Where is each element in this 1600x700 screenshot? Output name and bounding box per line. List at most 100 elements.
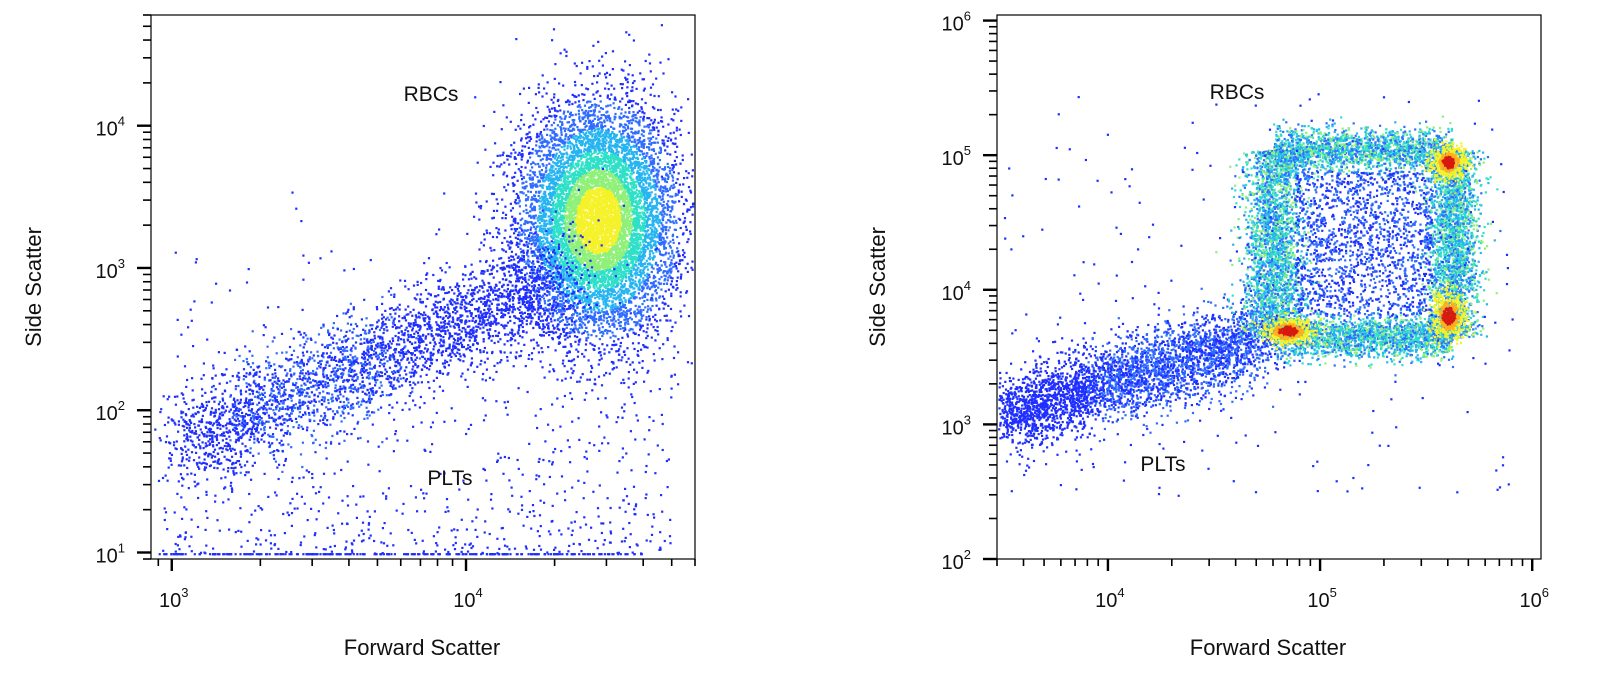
left-event-dot [545,166,548,169]
left-event-dot [601,240,604,243]
left-event-dot [616,278,619,281]
left-event-dot [617,321,620,325]
left-event-dot [657,333,660,336]
left-event-dot [629,204,632,207]
left-event-dot [667,58,670,61]
left-event-dot [687,186,691,189]
left-event-dot [543,173,546,176]
left-event-dot [554,115,557,118]
left-event-dot [514,219,517,222]
left-event-dot [590,295,594,298]
left-event-dot [523,185,526,189]
left-event-dot [618,259,622,262]
left-event-dot [524,204,528,207]
left-event-dot [645,223,649,226]
left-event-dot [648,62,652,65]
left-event-dot [617,160,620,163]
left-event-dot [616,257,619,260]
left-event-dot [666,206,669,210]
left-event-dot [579,106,582,109]
left-event-dot [624,111,627,114]
left-event-dot [565,161,568,164]
left-event-dot [590,311,593,314]
left-event-dot [588,127,591,130]
left-event-dot [617,183,621,186]
left-event-dot [520,171,523,174]
left-event-dot [616,189,620,192]
left-event-dot [577,256,580,259]
left-event-dot [576,311,579,315]
left-event-dot [644,236,647,239]
left-event-dot [678,128,681,131]
left-event-dot [670,294,673,298]
left-event-dot [664,290,667,293]
left-event-dot [659,238,663,241]
left-event-dot [644,207,648,210]
left-event-dot [671,208,674,211]
left-event-dot [618,218,621,221]
left-event-dot [576,306,579,309]
left-event-dot [586,283,589,287]
left-event-dot [578,117,581,120]
left-event-dot [500,128,503,131]
left-event-dot [643,206,646,209]
left-event-dot [667,252,670,255]
left-event-dot [566,153,569,156]
left-event-dot [601,137,604,140]
left-event-dot [537,304,540,307]
left-event-dot [655,299,658,302]
left-event-dot [654,197,657,200]
left-event-dot [500,163,503,166]
left-event-dot [653,359,656,362]
left-event-dot [674,219,677,222]
left-event-dot [625,153,628,156]
left-event-dot [589,272,592,275]
left-event-dot [572,122,575,125]
left-event-dot [561,154,564,157]
left-event-dot [622,132,625,135]
left-event-dot [629,181,632,185]
left-event-dot [607,128,610,131]
left-event-dot [566,110,570,113]
left-event-dot [660,288,663,291]
left-event-dot [538,208,541,211]
left-event-dot [597,275,600,278]
left-event-dot [658,278,661,281]
left-event-dot [685,199,688,202]
left-event-dot [632,382,635,385]
left-event-dot [557,155,561,158]
left-event-dot [585,240,588,243]
left-event-dot [623,297,626,300]
left-event-dot [629,172,632,175]
left-event-dot [605,105,608,108]
left-event-dot [619,168,622,171]
left-event-dot [646,323,649,326]
left-event-dot [623,318,626,321]
left-event-dot [584,242,587,245]
left-event-dot [474,96,477,99]
left-event-dot [591,343,594,346]
left-event-dot [546,105,549,108]
left-event-dot [566,336,569,339]
left-event-dot [581,142,584,145]
left-event-dot [567,267,570,270]
left-event-dot [554,249,557,252]
left-event-dot [519,127,522,130]
left-event-dot [609,268,612,271]
left-event-dot [646,178,649,181]
left-event-dot [529,174,532,177]
left-event-dot [527,242,530,245]
left-event-dot [559,159,562,162]
left-event-dot [572,195,575,198]
left-event-dot [662,226,665,229]
left-event-dot [537,83,540,86]
left-event-dot [670,267,673,270]
left-event-dot [570,306,573,309]
left-event-dot [583,116,586,119]
left-event-dot [666,139,669,142]
left-event-dot [627,371,630,374]
left-event-dot [653,94,656,98]
left-event-dot [575,261,578,264]
left-event-dot [671,179,674,182]
left-event-dot [634,116,637,119]
